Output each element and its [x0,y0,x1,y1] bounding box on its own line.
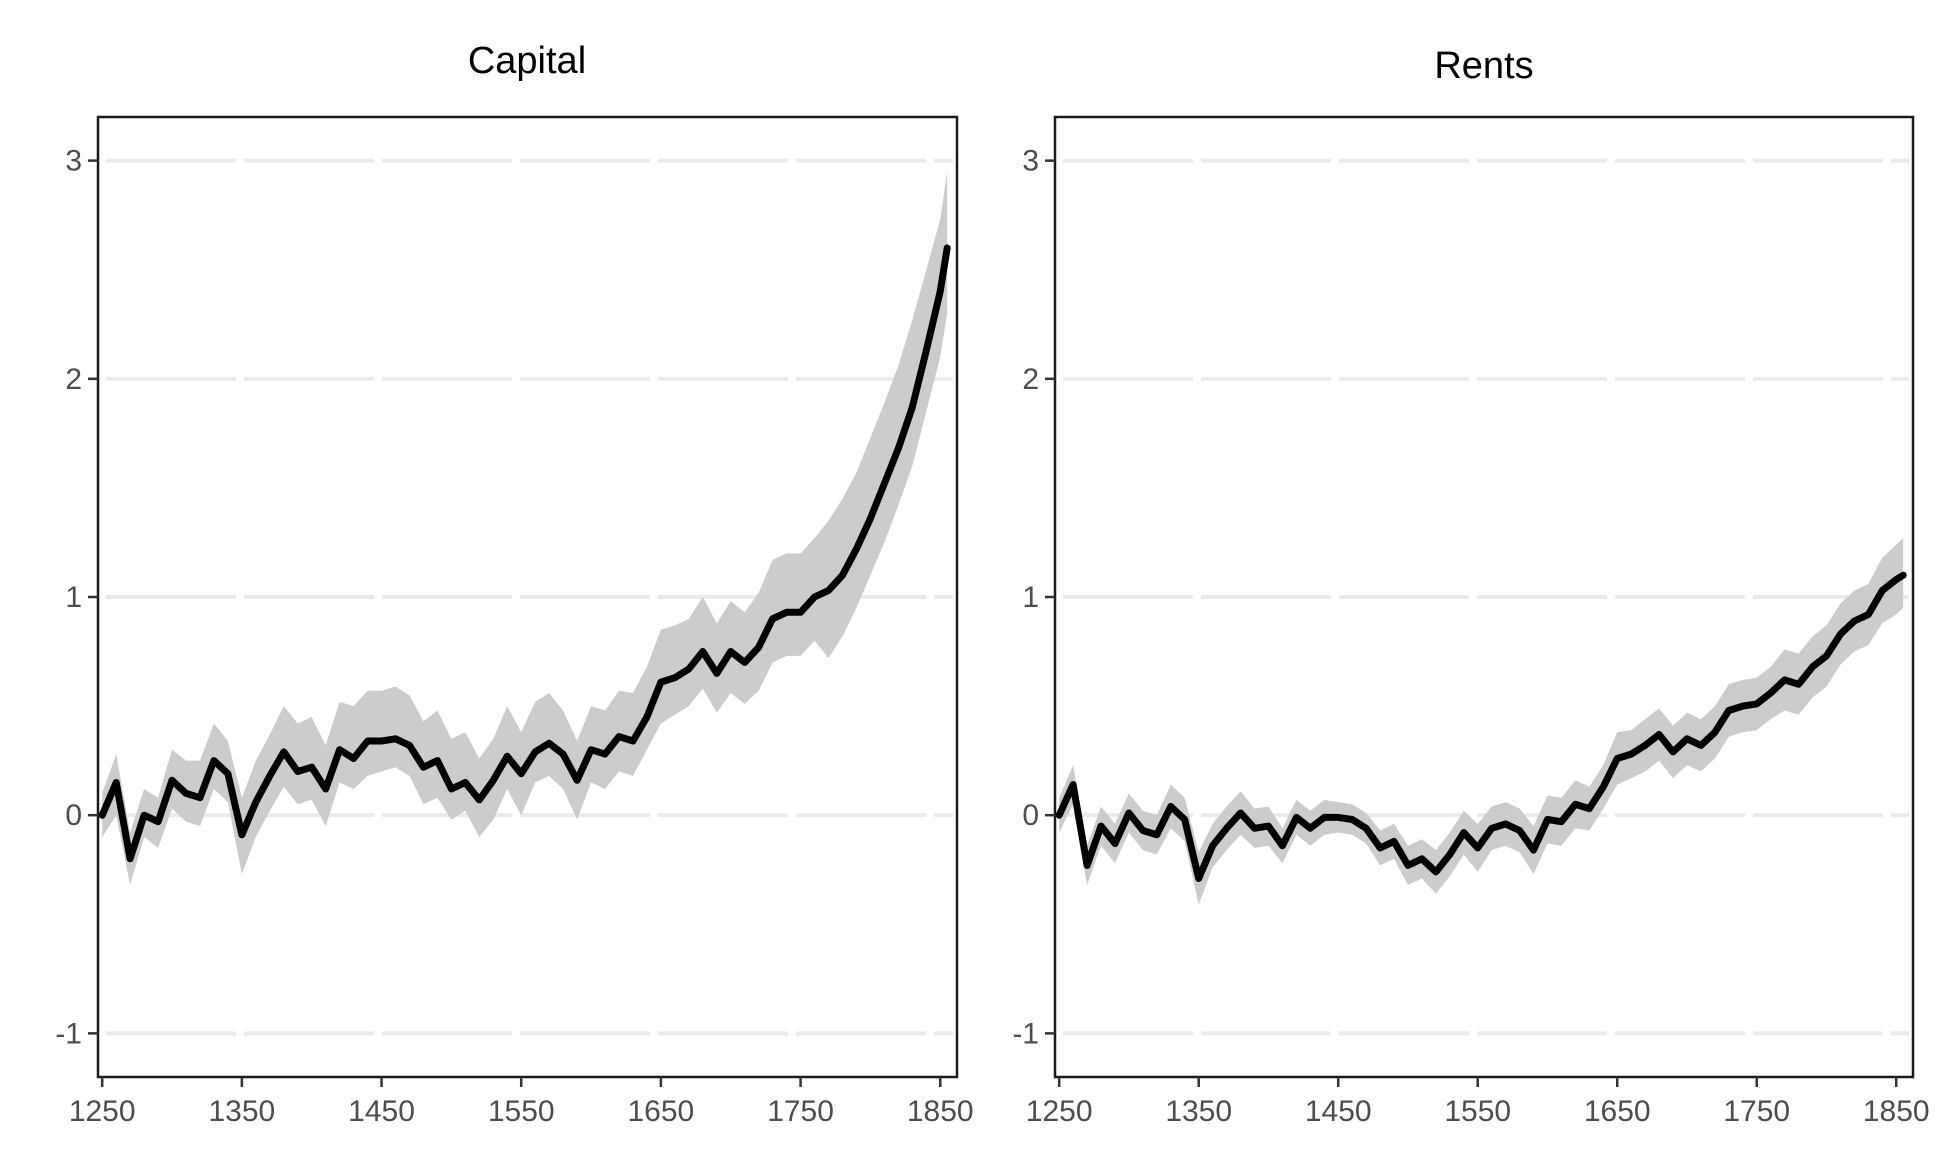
y-tick-label: 0 [1022,799,1039,832]
x-tick-label: 1750 [767,1095,834,1128]
x-tick-label: 1850 [907,1095,974,1128]
y-tick-label: -1 [1012,1017,1039,1050]
gridlines [1063,158,1909,1036]
x-tick-label: 1650 [628,1095,695,1128]
series-line [98,244,951,863]
x-tick-label: 1750 [1723,1095,1790,1128]
x-axis: 1250 1350 1450 1550 1650 1750 1850 [69,1077,974,1128]
x-tick-label: 1250 [69,1095,136,1128]
y-axis: -1 0 1 2 3 [55,145,98,1050]
y-tick-label: 2 [1022,363,1039,396]
x-tick-label: 1350 [1165,1095,1232,1128]
confidence-band [1059,538,1904,905]
y-tick-label: 2 [65,363,82,396]
panel-capital: Capital -1 0 1 2 3 1250 1350 1450 1550 1650 1750 18… [55,40,973,1128]
x-tick-label: 1350 [208,1095,275,1128]
panel-title: Capital [468,40,586,82]
series-line [1055,571,1907,882]
x-tick-label: 1450 [1305,1095,1372,1128]
panel-title: Rents [1434,45,1533,87]
x-tick-label: 1850 [1863,1095,1930,1128]
y-tick-label: -1 [55,1017,82,1050]
y-axis: -1 0 1 2 3 [1012,145,1055,1050]
y-tick-label: 3 [1022,145,1039,178]
y-tick-label: 3 [65,145,82,178]
y-tick-label: 1 [1022,581,1039,614]
x-axis: 1250 1350 1450 1550 1650 1750 1850 [1026,1077,1930,1128]
x-tick-label: 1650 [1584,1095,1651,1128]
x-tick-label: 1550 [1444,1095,1511,1128]
y-tick-label: 1 [65,581,82,614]
x-tick-label: 1450 [348,1095,415,1128]
panel-rents: Rents -1 0 1 2 3 1250 1350 1450 1550 1650 1750 1850 [1012,45,1929,1128]
y-tick-label: 0 [65,799,82,832]
x-tick-label: 1250 [1026,1095,1093,1128]
confidence-band [102,171,948,885]
x-tick-label: 1550 [488,1095,555,1128]
